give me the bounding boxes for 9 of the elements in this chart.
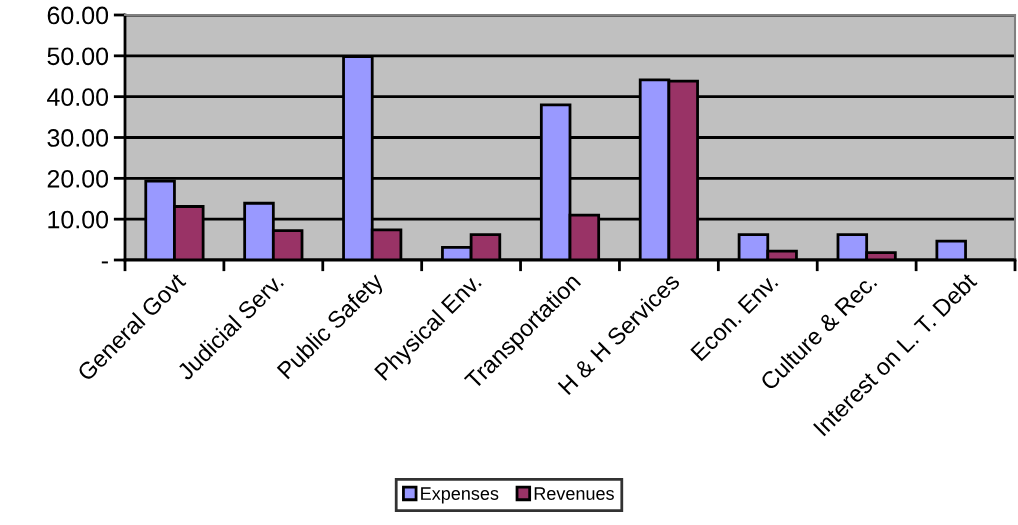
- y-tick-label: 10.00: [48, 210, 109, 229]
- y-tick-label: 20.00: [47, 169, 109, 188]
- y-tick-label: 30.00: [47, 129, 109, 147]
- y-tick-label: -: [101, 261, 108, 264]
- legend-label: Expenses: [421, 487, 499, 504]
- y-tick-label: 60.00: [47, 6, 109, 25]
- y-tick-label: 50.00: [47, 47, 109, 66]
- y-tick-label: 40.00: [47, 88, 109, 106]
- legend-label: Revenues: [534, 487, 614, 500]
